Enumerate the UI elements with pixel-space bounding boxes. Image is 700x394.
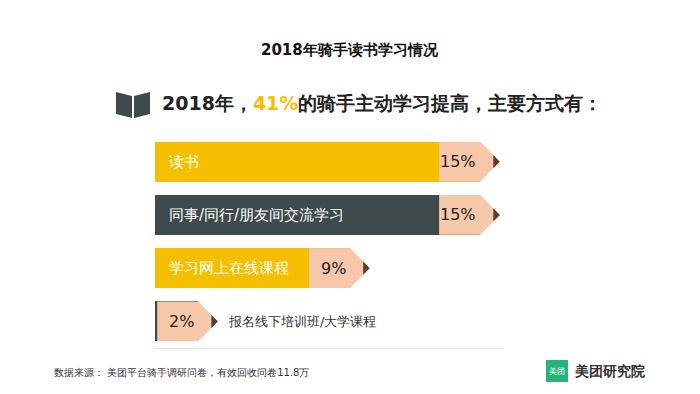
svg-text:2018年，41%的骑手主动学习提高，主要方式有：: 2018年，41%的骑手主动学习提高，主要方式有：: [162, 92, 602, 114]
svg-text:15%: 15%: [440, 205, 476, 224]
svg-text:读书: 读书: [169, 153, 199, 171]
svg-text:同事/同行/朋友间交流学习: 同事/同行/朋友间交流学习: [169, 206, 344, 224]
svg-text:美团: 美团: [549, 367, 565, 376]
svg-text:15%: 15%: [440, 152, 476, 171]
svg-text:2%: 2%: [169, 312, 194, 331]
svg-text:9%: 9%: [321, 259, 346, 278]
svg-text:美团研究院: 美团研究院: [574, 363, 645, 379]
svg-text:报名线下培训班/大学课程: 报名线下培训班/大学课程: [228, 314, 376, 329]
svg-text:数据来源： 美团平台骑手调研问卷，有效回收问卷11.8万: 数据来源： 美团平台骑手调研问卷，有效回收问卷11.8万: [54, 367, 309, 378]
svg-text:学习网上在线课程: 学习网上在线课程: [169, 259, 289, 277]
svg-text:2018年骑手读书学习情况: 2018年骑手读书学习情况: [261, 41, 439, 59]
